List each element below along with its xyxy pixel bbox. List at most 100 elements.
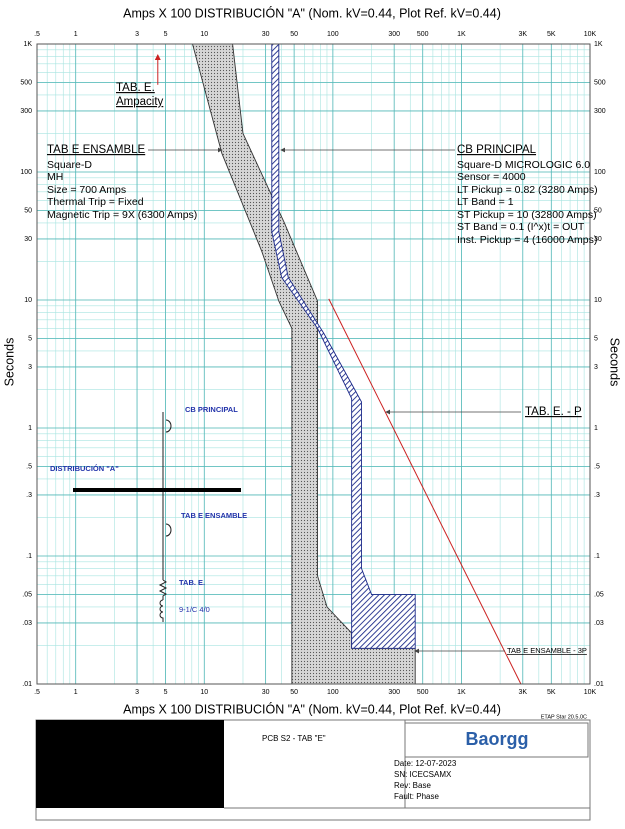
x-tick-label: 50 [290, 31, 298, 38]
y-tick-label: 50 [24, 207, 32, 214]
x-tick-label: 1K [457, 31, 466, 38]
x-tick-label: 5 [164, 31, 168, 38]
grid [36, 43, 591, 685]
annotation: ST Pickup = 10 (32800 Amps) [457, 209, 597, 221]
annotation: Thermal Trip = Fixed [47, 196, 144, 208]
x-tick-label: 300 [388, 31, 400, 38]
y-tick-label: 300 [594, 108, 606, 115]
y-tick-label: .05 [22, 591, 32, 598]
annotation: TAB. E. - P [525, 406, 582, 418]
x-tick-label: 3K [518, 689, 527, 696]
y-tick-label: 500 [594, 79, 606, 86]
y-tick-label: .03 [594, 620, 604, 627]
one-line-label: DISTRIBUCIÓN "A" [50, 464, 119, 473]
y-tick-label: 5 [594, 335, 598, 342]
y-axis-label-right: Seconds [608, 338, 622, 387]
annotation: Inst. Pickup = 4 (16000 Amps) [457, 234, 597, 246]
y-tick-label: .3 [26, 492, 32, 499]
x-tick-label: 100 [327, 31, 339, 38]
annotation: MH [47, 171, 63, 183]
y-tick-label: .5 [26, 463, 32, 470]
x-tick-label: 5 [164, 689, 168, 696]
software-version: ETAP Star 20.5.0C [541, 714, 587, 720]
y-tick-label: .05 [594, 591, 604, 598]
cable-symbol [158, 579, 168, 600]
y-tick-label: 10 [24, 297, 32, 304]
annotation: Square-D MICROLOGIC 6.0 [457, 159, 590, 171]
x-tick-label: 1K [457, 689, 466, 696]
x-tick-label: 10 [200, 31, 208, 38]
title-field: Rev: Base [394, 781, 431, 790]
y-tick-label: 100 [594, 169, 606, 176]
title-field: Fault: Phase [394, 792, 439, 801]
one-line-diagram [73, 412, 241, 622]
x-tick-label: 300 [388, 689, 400, 696]
x-tick-label: 500 [417, 31, 429, 38]
one-line-label: CB PRINCIPAL [185, 405, 238, 414]
annotations: TAB. E. Ampacity TAB E ENSAMBLE Square-D… [47, 82, 598, 655]
x-tick-label: 3 [135, 689, 139, 696]
annotation: TAB E ENSAMBLE - 3P [507, 646, 587, 655]
y-tick-label: 3 [28, 364, 32, 371]
y-tick-label: 30 [24, 236, 32, 243]
one-line-label: TAB E ENSAMBLE [181, 511, 247, 520]
y-tick-label: 300 [20, 108, 32, 115]
y-tick-label: 10 [594, 297, 602, 304]
y-tick-label: .1 [594, 553, 600, 560]
one-line-label: 9-1/C 4/0 [179, 605, 210, 614]
title-field: Date: 12-07-2023 [394, 759, 457, 768]
y-tick-label: 100 [20, 169, 32, 176]
y-tick-label: .01 [594, 681, 604, 688]
y-tick-label: 1 [28, 425, 32, 432]
annotation: LT Band = 1 [457, 196, 514, 208]
x-tick-label: 30 [262, 689, 270, 696]
x-tick-label: 5K [547, 689, 556, 696]
y-tick-label: .3 [594, 492, 600, 499]
x-tick-label: 100 [327, 689, 339, 696]
x-tick-label: 3 [135, 31, 139, 38]
y-tick-label: .1 [26, 553, 32, 560]
y-tick-label: 1K [594, 41, 603, 48]
annotation: LT Pickup = 0.82 (3280 Amps) [457, 184, 598, 196]
logo: Baorgg [466, 729, 529, 749]
y-tick-label: 500 [20, 79, 32, 86]
x-tick-label: 50 [290, 689, 298, 696]
redaction [36, 720, 224, 808]
x-tick-label: 10 [200, 689, 208, 696]
y-tick-label: .01 [22, 681, 32, 688]
y-tick-label: .03 [22, 620, 32, 627]
annotation: CB PRINCIPAL [457, 144, 537, 156]
x-tick-label: 10K [584, 689, 597, 696]
breaker-symbol [165, 419, 172, 433]
y-axis-label: Seconds [2, 338, 16, 387]
annotation: Sensor = 4000 [457, 171, 526, 183]
chart-title-bottom: Amps X 100 DISTRIBUCIÓN "A" (Nom. kV=0.4… [123, 701, 501, 716]
annotation: ST Band = 0.1 (I^x)t = OUT [457, 221, 585, 233]
plot-frame [36, 43, 591, 685]
x-tick-label: 5K [547, 31, 556, 38]
annotation: Ampacity [116, 96, 164, 108]
y-tick-label: .5 [594, 463, 600, 470]
annotation: TAB E ENSAMBLE [47, 144, 146, 156]
annotation: TAB. E. [116, 82, 155, 94]
x-tick-label: 3K [518, 31, 527, 38]
annotation: Square-D [47, 159, 92, 171]
x-tick-label: 30 [262, 31, 270, 38]
curves [154, 43, 522, 685]
x-tick-label: 500 [417, 689, 429, 696]
curve [328, 298, 522, 685]
y-tick-label: 1K [23, 41, 32, 48]
drawing-name: PCB S2 - TAB "E" [262, 734, 326, 743]
annotation: Size = 700 Amps [47, 184, 126, 196]
x-tick-label: 1 [74, 31, 78, 38]
chart-title: Amps X 100 DISTRIBUCIÓN "A" (Nom. kV=0.4… [123, 5, 501, 20]
y-tick-label: 5 [28, 335, 32, 342]
title-field: SN: ICECSAMX [394, 770, 452, 779]
breaker-symbol [165, 523, 172, 537]
one-line-label: TAB. E. [179, 578, 205, 587]
curve-band [271, 43, 416, 649]
x-tick-label: 1 [74, 689, 78, 696]
y-tick-label: 50 [594, 207, 602, 214]
y-tick-label: 3 [594, 364, 598, 371]
curve-band [191, 43, 416, 685]
